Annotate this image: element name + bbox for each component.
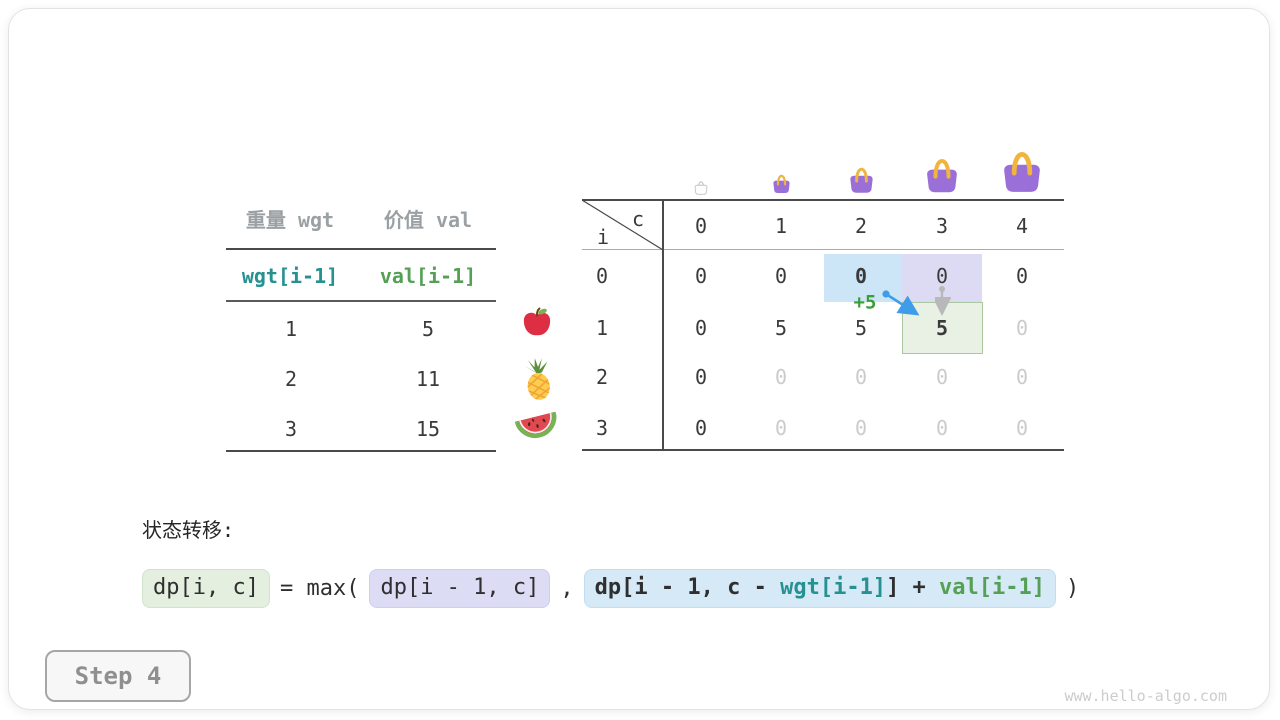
dp-table-line-top [582,199,1064,201]
dp-row-header-1: 1 [595,316,609,340]
dp-cell-2-1: 0 [774,365,788,389]
dp-cell-2-3: 0 [935,365,949,389]
items-col-header-val: 价值 val [383,208,473,232]
dp-corner-row-var: i [596,225,610,249]
item-1-weight: 1 [284,317,298,341]
formula-max-operator: = max( [279,575,360,601]
items-table-line-bottom [226,450,496,452]
formula-option1-chip: dp[i - 1, c] [369,569,551,608]
dp-cell-0-0: 0 [694,264,708,288]
dp-table-line-vertical [662,199,664,451]
transition-arrow-gray [935,286,951,316]
formula-option2-val: val[i-1] [939,575,1046,600]
items-index-val: val[i-1] [379,264,477,288]
watermelon-icon [514,407,562,448]
dp-cell-3-3: 0 [935,416,949,440]
formula-option2-chip: dp[i - 1, c - wgt[i-1]] + val[i-1] [583,569,1057,608]
dp-cell-0-1: 0 [774,264,788,288]
dp-cell-2-2: 0 [854,365,868,389]
formula-option2-wgt: wgt[i-1] [780,575,887,600]
item-1-value: 5 [421,317,435,341]
item-2-weight: 2 [284,367,298,391]
dp-col-header-2: 2 [854,214,868,238]
dp-cell-3-2: 0 [854,416,868,440]
dp-cell-2-0: 0 [694,365,708,389]
dp-row-header-3: 3 [595,416,609,440]
item-3-weight: 3 [284,417,298,441]
formula-option2-prefix: dp[i - 1, c - [594,575,781,600]
transition-section-label: 状态转移: [142,518,235,542]
dp-table-line-bottom [582,449,1064,451]
pineapple-icon [518,355,558,407]
items-col-header-wgt: 重量 wgt [245,208,335,232]
dp-corner-col-var: c [631,207,645,231]
diagram-card: 重量 wgt 价值 val wgt[i-1] val[i-1] 1 5 2 11… [8,8,1270,710]
dp-cell-1-2: 5 [854,316,868,340]
step-badge: Step 4 [45,650,191,702]
dp-col-header-3: 3 [935,214,949,238]
dp-cell-3-1: 0 [774,416,788,440]
transition-arrow-blue [882,290,920,316]
plus-value-label: +5 [853,291,877,314]
formula-option2-mid: ] + [886,575,940,600]
bag-capacity-4-icon [1000,146,1044,198]
dp-cell-0-4: 0 [1015,264,1029,288]
watermark-url: www.hello-algo.com [1064,687,1227,705]
bag-capacity-2-icon [848,164,875,198]
dp-row-header-2: 2 [595,365,609,389]
dp-table-line-header [582,249,1064,250]
dp-cell-0-2: 0 [854,264,868,288]
bag-capacity-3-icon [924,154,960,198]
dp-cell-1-4: 0 [1015,316,1029,340]
dp-cell-0-3: 0 [935,264,949,288]
items-index-wgt: wgt[i-1] [241,264,339,288]
dp-cell-3-4: 0 [1015,416,1029,440]
items-table-line-mid [226,300,496,302]
formula-close-paren: ) [1066,575,1080,601]
formula-comma: , [560,575,574,601]
dp-cell-1-3: 5 [935,316,949,340]
dp-col-header-1: 1 [774,214,788,238]
bag-capacity-0-icon [694,179,708,199]
dp-col-header-0: 0 [694,214,708,238]
dp-cell-2-4: 0 [1015,365,1029,389]
items-table-line-top [226,248,496,250]
dp-cell-1-0: 0 [694,316,708,340]
item-2-value: 11 [415,367,441,391]
formula-lhs-chip: dp[i, c] [142,569,270,608]
dp-row-header-0: 0 [595,264,609,288]
dp-cell-3-0: 0 [694,416,708,440]
bag-capacity-1-icon [772,172,791,198]
item-3-value: 15 [415,417,441,441]
dp-cell-1-1: 5 [774,316,788,340]
dp-corner-diagonal [582,200,663,251]
dp-col-header-4: 4 [1015,214,1029,238]
transition-formula: dp[i, c] = max( dp[i - 1, c] , dp[i - 1,… [142,569,1079,608]
apple-icon [522,307,552,342]
